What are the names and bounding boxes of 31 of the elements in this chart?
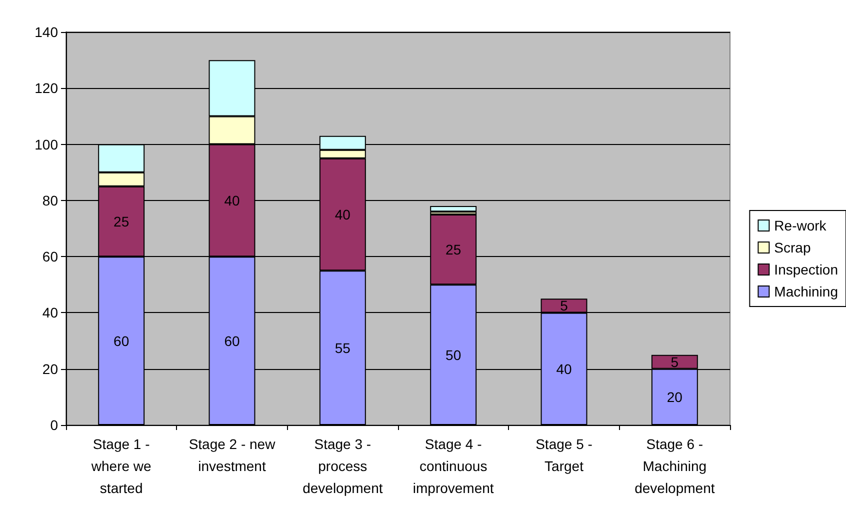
y-tick-label: 140: [34, 24, 58, 40]
data-label: 55: [334, 340, 351, 356]
data-label: 50: [446, 346, 462, 363]
y-tick-label: 120: [34, 80, 58, 96]
legend-label: Scrap: [774, 240, 811, 256]
legend-label: Machining: [774, 284, 838, 300]
x-tick-label: Stage 4 - continuous improvement: [412, 436, 494, 496]
x-tick-label: Stage 3 - process development: [302, 436, 383, 496]
y-tick-label: 0: [50, 417, 58, 433]
y-tick-label: 40: [42, 304, 58, 321]
legend-label: Re-work: [774, 218, 828, 234]
data-label: 25: [446, 242, 462, 258]
legend-label: Inspection: [774, 262, 838, 278]
data-label: 5: [560, 298, 568, 314]
bar: [430, 206, 477, 212]
y-tick-label: 20: [42, 360, 58, 377]
x-tick-label: Stage 2 - new investment: [188, 436, 276, 474]
data-label: 40: [224, 192, 240, 208]
data-label: 60: [114, 332, 130, 349]
data-label: 25: [114, 213, 130, 230]
x-tick-label: Stage 6 - Machining development: [634, 436, 715, 496]
y-tick-label: 60: [42, 248, 58, 265]
data-label: 20: [666, 388, 683, 405]
x-tick-label: Stage 5 - Target: [536, 436, 593, 474]
y-tick-label: 100: [34, 136, 58, 152]
data-label: 5: [670, 354, 679, 370]
data-label: 40: [334, 206, 351, 222]
x-tick-label: Stage 1 - where we started: [90, 436, 152, 496]
y-tick-label: 80: [42, 192, 58, 208]
data-label: 60: [224, 332, 240, 349]
data-label: 40: [556, 360, 572, 377]
